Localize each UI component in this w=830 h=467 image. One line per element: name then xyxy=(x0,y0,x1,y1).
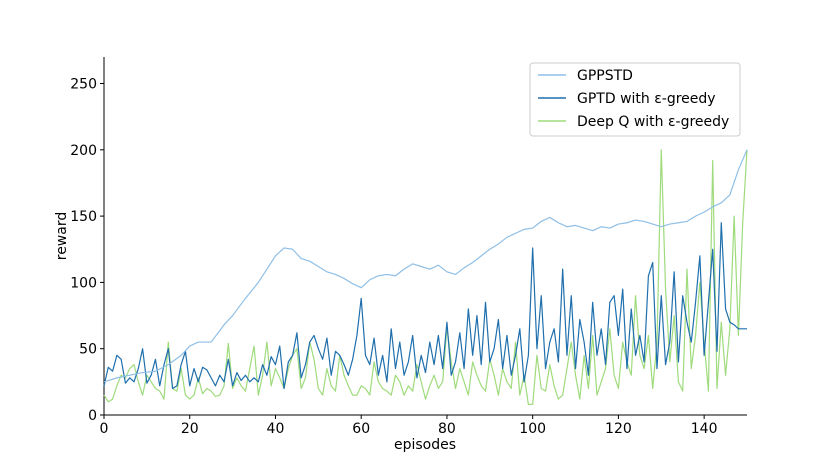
x-tick-label: 140 xyxy=(691,421,718,437)
x-tick-label: 120 xyxy=(605,421,632,437)
x-tick-label: 0 xyxy=(100,421,109,437)
y-axis-title: reward xyxy=(54,212,70,261)
legend-label: Deep Q with ε-greedy xyxy=(577,114,729,130)
x-tick-label: 40 xyxy=(267,421,285,437)
legend-label: GPTD with ε-greedy xyxy=(577,91,716,107)
x-tick-label: 80 xyxy=(438,421,456,437)
y-tick-label: 100 xyxy=(70,275,97,291)
y-tick-label: 0 xyxy=(88,408,97,424)
legend-label: GPPSTD xyxy=(577,68,633,84)
series-group xyxy=(103,149,748,405)
y-tick-label: 150 xyxy=(70,209,97,225)
legend: GPPSTD GPTD with ε-greedy Deep Q with ε-gr… xyxy=(529,62,741,137)
y-tick-label: 250 xyxy=(70,77,97,93)
y-tick-label: 50 xyxy=(79,342,97,358)
x-tick-label: 60 xyxy=(352,421,370,437)
axes: 0 20 40 60 80 100 120 140 0 50 100 150 200 250 xyxy=(70,57,747,437)
y-tick-label: 200 xyxy=(70,143,97,159)
x-tick-label: 20 xyxy=(181,421,199,437)
legend-box xyxy=(529,62,741,137)
series-line-3 xyxy=(103,149,748,405)
x-tick-label: 100 xyxy=(519,421,546,437)
series-line-2 xyxy=(103,222,747,390)
series-line-1 xyxy=(103,149,748,383)
x-axis-title: episodes xyxy=(394,437,456,453)
